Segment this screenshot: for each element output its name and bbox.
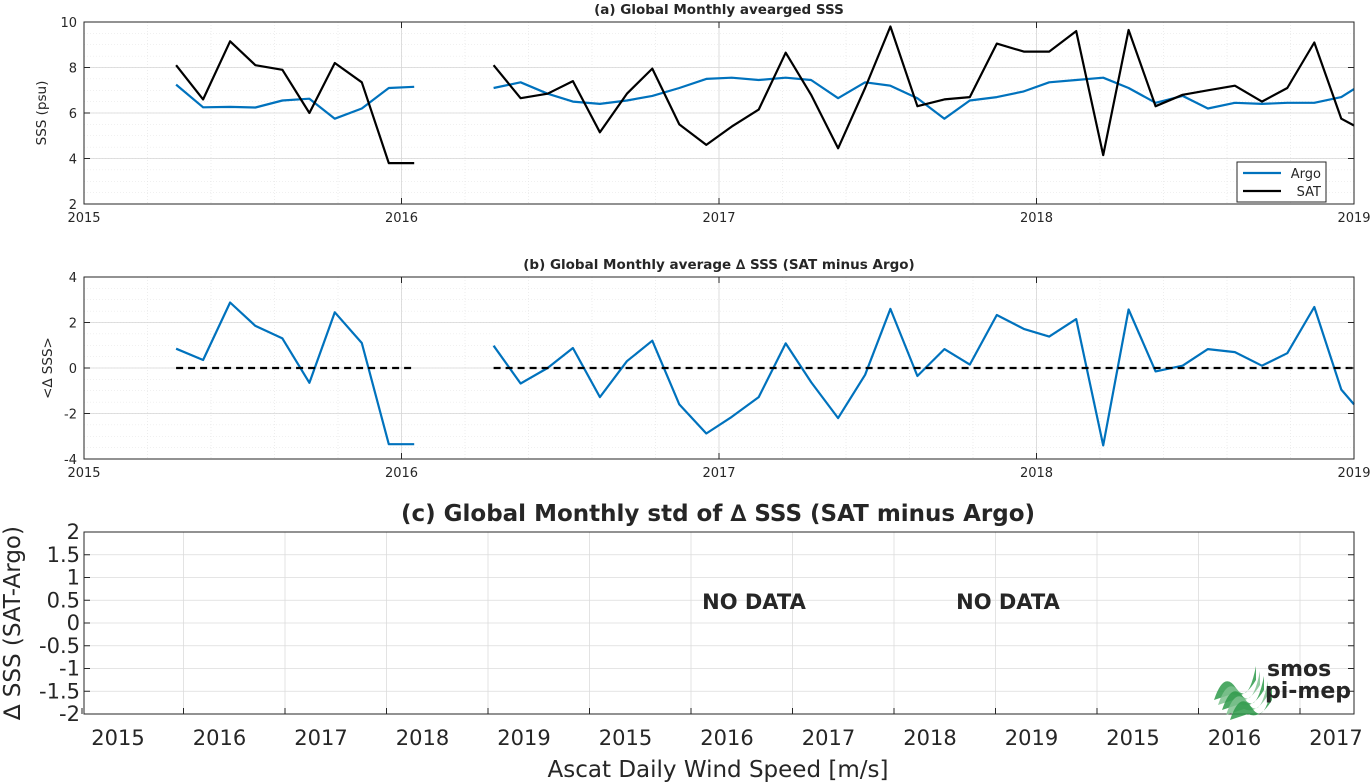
x-tick-label: 2019 [1337,466,1370,481]
x-tick-label: 2016 [193,726,246,750]
panel-b: -4 -2 0 2 4 2015 2016 2017 2018 2019 (b) Global Mo… [40,257,1371,481]
y-tick-label: -4 [64,453,77,468]
y-tick-label: -0.5 [39,634,80,658]
chart-title: (a) Global Monthly avearged SSS [594,2,844,18]
y-tick-label: 4 [69,271,77,286]
x-tick-label: 2016 [700,726,753,750]
x-tick-label: 2015 [67,211,100,226]
legend-label-argo: Argo [1291,167,1321,182]
y-tick-label: -1 [59,657,80,681]
x-tick-label: 2018 [1020,211,1053,226]
x-tick-label: 2015 [1106,726,1159,750]
x-tick-label: 2017 [1309,726,1362,750]
logo-text-smos: smos [1267,657,1331,682]
y-tick-label: 0 [67,611,80,635]
panel-a: 2 4 6 8 10 2015 2016 2017 2018 2019 (a) Global Mon… [34,2,1371,226]
argo-series-line [493,76,1355,120]
y-tick-label: 2 [67,520,80,544]
x-axis-label: Ascat Daily Wind Speed [m/s] [548,757,889,783]
y-axis-label: <∆ SSS> [40,337,56,399]
x-tick-label: 2018 [396,726,449,750]
sat-series-line [175,40,415,165]
x-tick-label: 2015 [599,726,652,750]
x-tick-label: 2019 [497,726,550,750]
x-tick-label: 2016 [385,211,418,226]
delta-series-line [175,301,415,446]
x-tick-label: 2019 [1337,211,1370,226]
y-tick-label: 10 [60,16,77,31]
chart-title: (b) Global Monthly average ∆ SSS (SAT mi… [523,257,914,273]
no-data-label: NO DATA [702,590,806,614]
x-tick-label: 2018 [903,726,956,750]
y-tick-label: 1 [67,566,80,590]
x-tick-label: 2017 [702,211,735,226]
logo-text-pimep: pi-mep [1265,679,1351,704]
x-tick-label: 2017 [802,726,855,750]
y-tick-label: 2 [69,317,77,332]
y-axis-label: SSS (psu) [34,81,50,146]
legend: Argo SAT [1236,161,1327,203]
legend-label-sat: SAT [1297,185,1321,200]
y-tick-label: 4 [69,153,77,168]
y-tick-label: -2 [59,702,80,726]
no-data-label: NO DATA [956,590,1060,614]
y-tick-label: -1.5 [39,679,80,703]
y-axis-label: ∆ SSS (SAT-Argo) [0,526,26,721]
y-tick-label: 1.5 [47,543,80,567]
y-tick-label: 8 [69,62,77,77]
argo-series-line [175,83,415,120]
sat-series-line [492,25,1355,157]
x-tick-label: 2019 [1005,726,1058,750]
x-tick-label: 2017 [702,466,735,481]
x-tick-label: 2018 [1020,466,1053,481]
chart-title: (c) Global Monthly std of ∆ SSS (SAT min… [401,501,1035,527]
y-tick-label: 0 [69,362,77,377]
legend-box [1236,161,1327,203]
x-tick-label: 2016 [1208,726,1261,750]
logo-wave-shape [1230,686,1272,720]
x-tick-label: 2015 [67,466,100,481]
x-tick-label: 2017 [294,726,347,750]
x-tick-label: 2015 [91,726,144,750]
y-tick-label: 2 [69,198,77,213]
delta-series-line [492,305,1355,447]
panel-c: -2-1.5-1-0.500.511.52 2015 2016 2017 2018 201… [0,501,1363,783]
y-tick-label: -2 [64,408,77,423]
x-tick-label: 2016 [385,466,418,481]
y-tick-label: 0.5 [47,588,80,612]
y-tick-label: 6 [69,107,77,122]
